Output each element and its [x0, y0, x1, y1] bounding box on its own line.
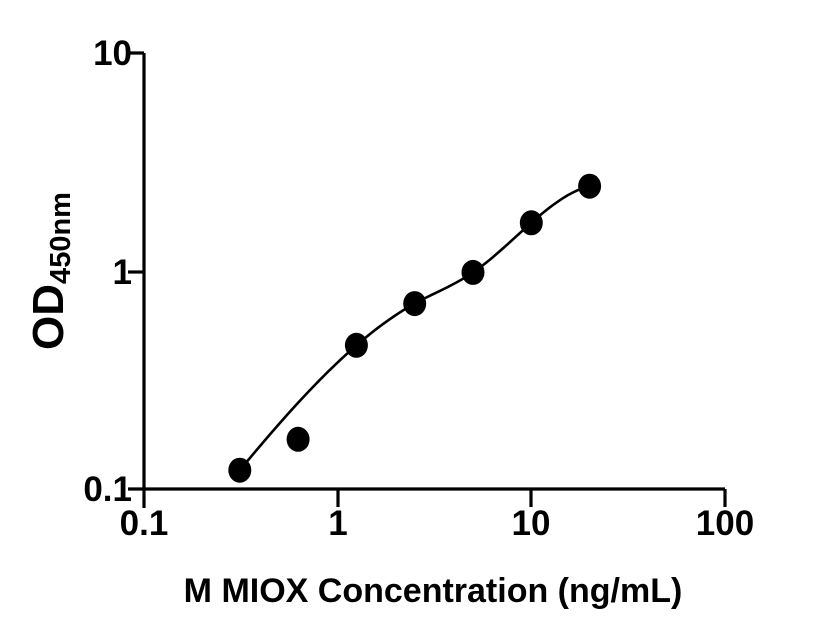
- svg-text:OD450nm: OD450nm: [24, 192, 77, 350]
- svg-text:M MIOX Concentration (ng/mL): M MIOX Concentration (ng/mL): [184, 572, 683, 610]
- svg-text:1: 1: [328, 504, 347, 543]
- svg-text:10: 10: [512, 504, 551, 543]
- svg-text:10: 10: [93, 34, 132, 73]
- svg-text:1: 1: [113, 253, 132, 292]
- svg-text:100: 100: [696, 504, 754, 543]
- svg-text:0.1: 0.1: [120, 504, 169, 543]
